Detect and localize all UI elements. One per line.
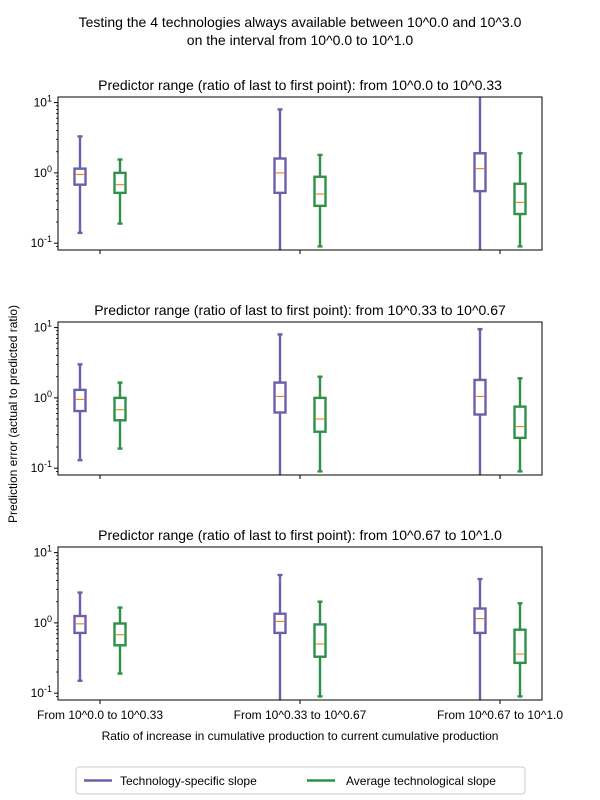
x-axis-label: Ratio of increase in cumulative producti… [102,729,499,743]
figure-title-line-2: on the interval from 10^0.0 to 10^1.0 [187,32,414,48]
box-body [513,405,527,440]
y-tick-label: 101 [34,94,52,110]
y-tick-label: 100 [34,164,52,180]
box-body [273,381,287,414]
box-marks [73,327,527,475]
x-tick-label: From 10^0.67 to 10^1.0 [437,708,563,722]
panel-title: Predictor range (ratio of last to first … [98,77,502,93]
box-body [473,378,487,416]
axes-frame [57,321,543,476]
y-tick-label: 101 [34,319,52,335]
box-average-1 [113,606,127,675]
box-technology-specific-1 [73,135,87,235]
box-technology-specific-2 [273,573,287,700]
legend-label-technology-specific: Technology-specific slope [120,774,257,788]
box-body [313,175,327,208]
box-body [513,182,527,216]
box-body [113,396,127,422]
box-body [113,171,127,195]
panel-2: Predictor range (ratio of last to first … [31,302,543,479]
box-body [113,622,127,647]
panels: Predictor range (ratio of last to first … [31,77,564,722]
box-body [473,152,487,193]
box-average-1 [113,158,127,225]
y-tick-label: 10-1 [31,684,52,700]
box-body [273,157,287,195]
box-marks [73,97,527,250]
panel-title: Predictor range (ratio of last to first … [98,527,502,543]
box-average-2 [313,153,327,248]
box-average-2 [313,600,327,698]
figure-title-line-1: Testing the 4 technologies always availa… [79,14,522,30]
y-axis-label: Prediction error (actual to predicted ra… [6,305,20,523]
y-tick-label: 100 [34,614,52,630]
panel-3: Predictor range (ratio of last to first … [31,527,564,722]
box-body [73,614,87,635]
box-body [513,628,527,665]
legend-frame [75,766,526,795]
box-body [473,607,487,635]
box-body [313,623,327,658]
y-tick-label: 101 [34,544,52,560]
box-average-3 [513,602,527,698]
box-average-3 [513,152,527,248]
x-tick-label: From 10^0.33 to 10^0.67 [234,708,367,722]
box-marks [73,573,527,700]
panel-1: Predictor range (ratio of last to first … [31,77,543,254]
box-technology-specific-1 [73,363,87,462]
box-technology-specific-3 [473,97,487,250]
box-technology-specific-2 [273,333,287,475]
box-average-2 [313,375,327,473]
box-technology-specific-3 [473,327,487,475]
y-tick-label: 10-1 [31,459,52,475]
legend: Technology-specific slope Average techno… [75,766,526,795]
box-technology-specific-1 [73,591,87,683]
axes-frame [57,546,543,701]
box-average-3 [513,377,527,473]
box-body [313,396,327,433]
box-body [73,388,87,413]
box-technology-specific-3 [473,577,487,700]
legend-label-average: Average technological slope [346,774,496,788]
box-body [273,612,287,635]
panel-title: Predictor range (ratio of last to first … [94,302,506,318]
x-tick-label: From 10^0.0 to 10^0.33 [37,708,163,722]
box-technology-specific-2 [273,108,287,250]
y-tick-label: 10-1 [31,234,52,250]
y-tick-label: 100 [34,389,52,405]
box-body [73,167,87,186]
box-average-1 [113,381,127,450]
axes-frame [57,96,543,251]
